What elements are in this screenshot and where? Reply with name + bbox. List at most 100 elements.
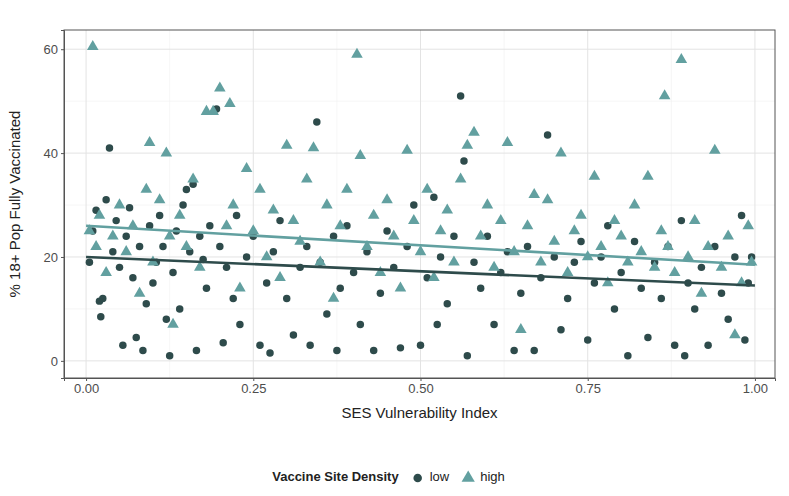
point <box>383 227 390 234</box>
point <box>450 232 457 239</box>
grid-line <box>253 30 254 378</box>
point <box>116 264 123 271</box>
point <box>94 209 106 219</box>
point <box>517 290 524 297</box>
point <box>698 264 705 271</box>
trend-line <box>86 226 755 265</box>
tick-label: 60 <box>44 42 58 57</box>
grid-line <box>420 30 421 378</box>
point <box>742 219 754 229</box>
point <box>174 209 186 219</box>
tick: 0.75 <box>576 378 601 396</box>
point <box>437 253 444 260</box>
point <box>281 139 293 149</box>
point <box>528 188 540 198</box>
point <box>741 336 748 343</box>
point <box>328 292 340 302</box>
minor-grid-line <box>64 205 775 206</box>
point <box>624 352 631 359</box>
point <box>401 144 413 154</box>
point <box>696 287 708 297</box>
tick: 1.00 <box>743 378 768 396</box>
grid-line <box>587 30 588 378</box>
point <box>268 204 280 214</box>
point <box>229 295 236 302</box>
x-axis-title: SES Vulnerability Index <box>341 404 498 421</box>
point <box>167 318 179 328</box>
point <box>656 224 668 234</box>
point <box>435 224 447 234</box>
grid <box>64 30 775 378</box>
point <box>482 198 494 208</box>
point <box>602 276 614 286</box>
point <box>99 295 106 302</box>
point <box>669 266 681 276</box>
point <box>179 201 186 208</box>
tick: 40 <box>44 146 64 161</box>
point <box>254 183 266 193</box>
point <box>120 245 132 255</box>
tick: 0 <box>51 354 64 369</box>
grid-line <box>64 360 775 361</box>
point <box>457 92 464 99</box>
point <box>227 198 239 208</box>
tick: 20 <box>44 250 64 265</box>
point <box>102 196 109 203</box>
grid-line <box>754 30 755 378</box>
point <box>323 310 330 317</box>
point <box>591 279 598 286</box>
point <box>691 305 698 312</box>
point <box>644 334 651 341</box>
point <box>274 271 286 281</box>
point <box>207 105 219 115</box>
point <box>314 255 326 265</box>
point <box>557 326 564 333</box>
point <box>377 290 384 297</box>
point <box>97 313 104 320</box>
tick-label: 0.75 <box>576 381 601 396</box>
point <box>223 264 230 271</box>
point <box>495 214 507 224</box>
point <box>617 269 624 276</box>
legend-label: low <box>430 469 450 484</box>
point <box>629 198 641 208</box>
point <box>649 261 661 271</box>
point <box>421 183 433 193</box>
point <box>460 157 467 164</box>
series-1 <box>84 40 758 338</box>
point <box>181 240 193 250</box>
point <box>595 240 607 250</box>
point <box>408 214 420 224</box>
point <box>609 214 621 224</box>
point <box>156 212 163 219</box>
point <box>243 253 250 260</box>
point <box>143 300 150 307</box>
point <box>224 97 236 107</box>
legend-title: Vaccine Site Density <box>272 469 399 484</box>
point <box>236 321 243 328</box>
tick: 0.00 <box>74 378 99 396</box>
point <box>731 253 738 260</box>
point <box>544 131 551 138</box>
point <box>290 331 297 338</box>
point <box>114 198 126 208</box>
point <box>166 352 173 359</box>
point <box>490 321 497 328</box>
point <box>470 258 477 265</box>
point <box>722 230 734 240</box>
point <box>658 295 665 302</box>
point <box>159 243 166 250</box>
point <box>341 183 353 193</box>
point <box>709 144 721 154</box>
point <box>126 204 133 211</box>
series-0 <box>86 92 756 359</box>
legend: Vaccine Site Densitylowhigh <box>272 469 505 484</box>
point <box>144 136 156 146</box>
point <box>219 339 226 346</box>
point <box>535 255 547 265</box>
point <box>433 321 440 328</box>
point <box>263 279 270 286</box>
point <box>301 172 313 182</box>
point <box>193 347 200 354</box>
point <box>321 198 333 208</box>
